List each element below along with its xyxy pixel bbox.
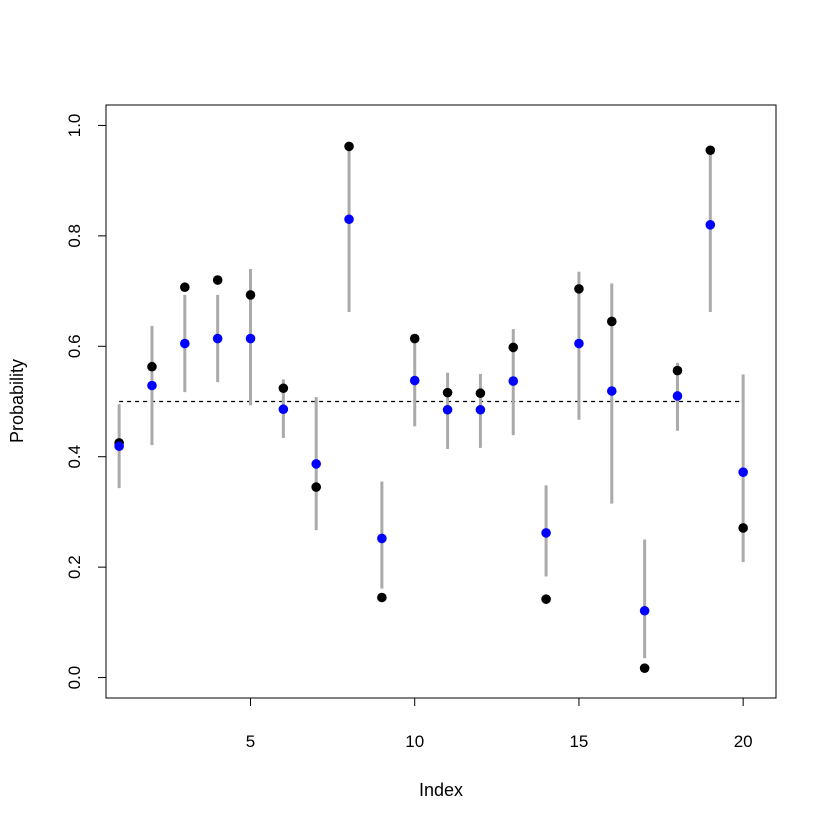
- x-axis-title: Index: [419, 780, 463, 800]
- point-series-1-19: [705, 145, 716, 156]
- point-series-2-19: [705, 220, 716, 230]
- point-series-1-8: [344, 141, 354, 152]
- point-series-2-10: [409, 375, 420, 386]
- point-series-1-13: [508, 342, 519, 353]
- point-series-2-5: [245, 333, 256, 344]
- point-series-1-6: [278, 383, 289, 394]
- point-series-1-17: [639, 663, 650, 673]
- point-series-2-6: [278, 404, 289, 415]
- y-axis-title: Probability: [7, 359, 27, 443]
- x-tick-label-5: 5: [246, 732, 255, 751]
- point-series-2-4: [212, 333, 223, 344]
- point-series-1-14: [541, 594, 551, 604]
- x-axis: 5 10 15 20: [246, 697, 753, 751]
- point-series-2-2: [147, 380, 157, 391]
- point-series-1-4: [212, 275, 223, 285]
- point-series-2-11: [442, 404, 453, 415]
- points-group: [114, 141, 748, 673]
- point-series-2-18: [672, 391, 683, 401]
- point-series-2-8: [344, 214, 354, 225]
- point-series-1-18: [672, 365, 683, 376]
- point-series-2-1: [114, 441, 124, 452]
- y-tick-label-2: 0.4: [65, 445, 84, 469]
- point-series-1-12: [475, 388, 486, 399]
- point-series-1-20: [738, 523, 748, 533]
- point-series-2-14: [541, 528, 551, 538]
- x-tick-label-10: 10: [405, 732, 424, 751]
- y-tick-label-5: 1.0: [65, 114, 84, 138]
- point-series-2-12: [475, 404, 486, 415]
- point-series-1-7: [311, 482, 321, 492]
- x-tick-label-15: 15: [569, 732, 588, 751]
- y-tick-label-3: 0.6: [65, 334, 84, 358]
- y-tick-label-0: 0.0: [65, 666, 84, 690]
- point-series-1-11: [442, 387, 453, 398]
- point-series-1-16: [606, 316, 617, 327]
- x-tick-label-20: 20: [734, 732, 753, 751]
- point-series-2-20: [738, 467, 748, 477]
- point-series-2-13: [508, 376, 519, 386]
- point-series-1-10: [409, 333, 420, 344]
- point-series-1-9: [377, 592, 387, 603]
- point-series-2-7: [311, 459, 321, 469]
- point-series-1-2: [147, 361, 157, 372]
- interval-group: [117, 147, 745, 659]
- y-tick-label-4: 0.8: [65, 224, 84, 248]
- y-axis: 0.0 0.2 0.4 0.6 0.8 1.0: [65, 114, 107, 690]
- y-tick-label-1: 0.2: [65, 555, 84, 579]
- point-series-2-3: [180, 338, 190, 349]
- point-series-1-5: [245, 290, 256, 300]
- point-series-2-15: [574, 338, 584, 349]
- point-series-2-16: [606, 386, 617, 396]
- point-series-1-15: [574, 284, 584, 294]
- point-series-2-9: [377, 533, 387, 544]
- point-series-1-3: [180, 282, 190, 293]
- point-series-2-17: [639, 605, 650, 616]
